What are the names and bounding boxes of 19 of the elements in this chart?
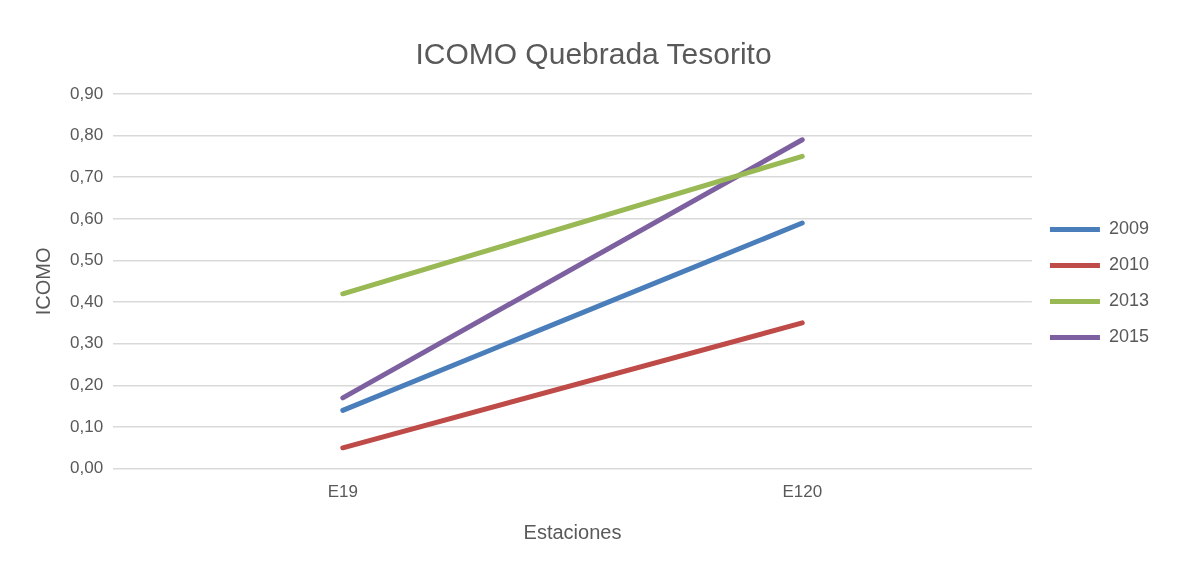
y-tick-label: 0,30: [69, 333, 104, 353]
x-tick-label: E19: [327, 482, 358, 502]
y-tick-label: 0,80: [69, 125, 104, 145]
y-tick-label: 0,00: [69, 458, 104, 478]
y-tick-label: 0,70: [69, 166, 104, 186]
y-tick-label: 0,50: [69, 250, 104, 270]
y-tick-label: 0,10: [69, 416, 104, 436]
legend-label: 2013: [1108, 290, 1149, 311]
y-tick-label: 0,60: [69, 208, 104, 228]
legend-label: 2010: [1108, 254, 1149, 275]
legend-label: 2015: [1108, 326, 1149, 347]
y-tick-label: 0,90: [69, 83, 104, 103]
x-axis-title: Estaciones: [523, 520, 622, 543]
legend-label: 2009: [1108, 218, 1149, 239]
chart-title: ICOMO Quebrada Tesorito: [415, 37, 772, 71]
y-tick-label: 0,20: [69, 375, 104, 395]
y-tick-label: 0,40: [69, 291, 104, 311]
y-axis-title: ICOMO: [31, 247, 54, 316]
x-tick-label: E120: [782, 482, 823, 502]
